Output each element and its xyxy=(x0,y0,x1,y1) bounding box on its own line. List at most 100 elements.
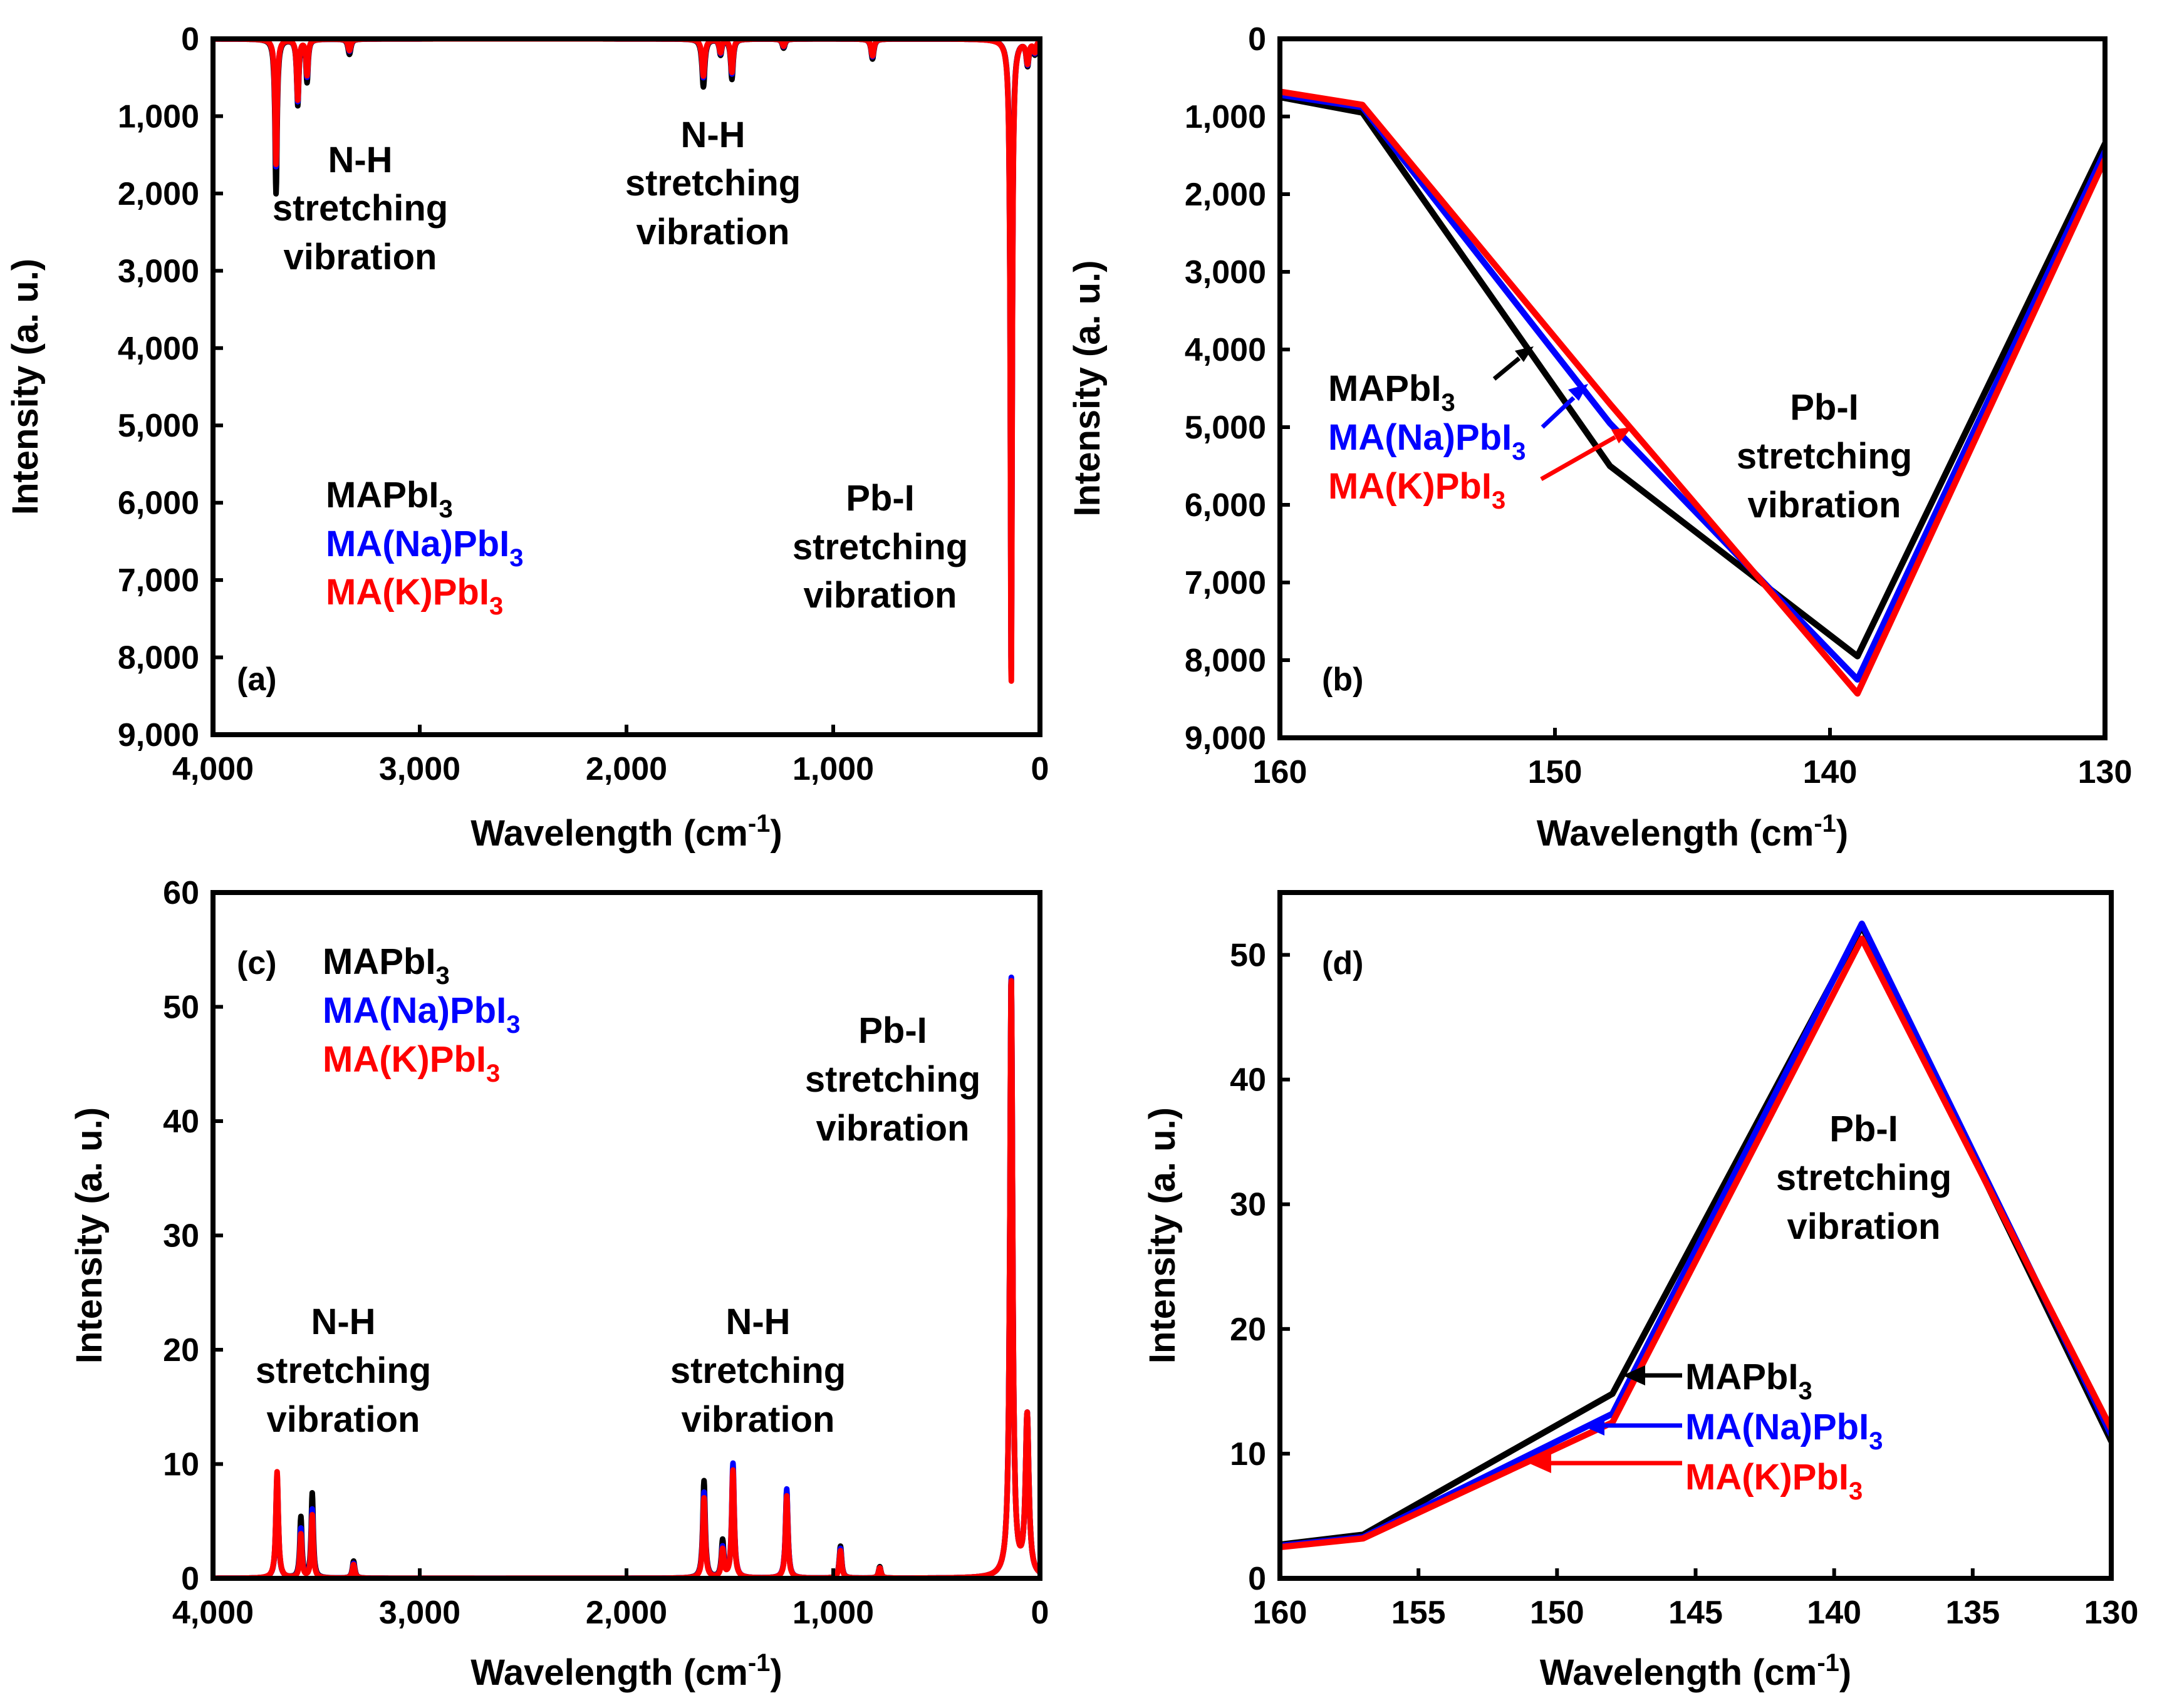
panel-d-xtick-label: 140 xyxy=(1807,1595,1861,1631)
panel-b-plot: 0 1,000 2,000 3,000 4,000 5,000 6,000 7,000 8,00… xyxy=(1067,21,2132,854)
panel-c-xtick-label: 2,000 xyxy=(586,1595,667,1631)
panel-c-plot: 0 10 20 30 40 50 60 4,000 3,000 2,000 1,000 0 Wavele… xyxy=(69,875,1049,1693)
panel-b-xtick-label: 140 xyxy=(1803,754,1858,790)
panel-d-arrowhead-ma-na-pbi3 xyxy=(1582,1416,1604,1436)
panel-a-annotation-2-line-3: vibration xyxy=(637,212,790,252)
panel-b-ytick-label: 1,000 xyxy=(1185,99,1266,135)
panel-c-ytick-label: 30 xyxy=(163,1218,199,1255)
panel-a-annotation-3-line-1: Pb-I xyxy=(846,478,915,519)
panel-b-ytick-label: 4,000 xyxy=(1185,332,1266,368)
panel-d-series-group xyxy=(1280,920,2111,1551)
panel-d-legend-ma-na-pbi3: MA(Na)PbI3 xyxy=(1685,1407,1883,1455)
panel-a-xtick-label: 4,000 xyxy=(172,751,254,787)
panel-c-ytick-label: 20 xyxy=(163,1332,199,1369)
panel-c-annotation-2-line-2: stretching xyxy=(670,1350,846,1391)
panel-c-annotation-2-line-1: N-H xyxy=(725,1302,790,1342)
panel-d-arrowhead-mapbi3 xyxy=(1623,1365,1645,1385)
panel-c-ylabel: Intensity (a. u.) xyxy=(69,1107,110,1364)
panel-b-legend-mapbi3: MAPbI3 xyxy=(1328,368,1455,417)
panel-d-arrows xyxy=(1529,1365,1682,1473)
panel-a-xtick-label: 1,000 xyxy=(793,751,874,787)
panel-a-xtick-label: 2,000 xyxy=(586,751,667,787)
panel-c-xtick-label: 4,000 xyxy=(172,1595,254,1631)
panel-b-arrows xyxy=(1492,346,1632,482)
panel-b-annotation-line-3: vibration xyxy=(1748,485,1901,525)
panel-a-ytick-label: 8,000 xyxy=(118,640,199,676)
panel-a-ytick-label: 1,000 xyxy=(118,98,199,135)
panel-a-xtick-label: 3,000 xyxy=(379,751,460,787)
panel-c-annotation-3-line-1: Pb-I xyxy=(858,1010,927,1051)
panel-d-ylabel: Intensity (a. u.) xyxy=(1142,1107,1183,1364)
panel-a-ylabel: Intensity (a. u.) xyxy=(5,259,46,515)
panel-c-annotation-2-line-3: vibration xyxy=(682,1399,835,1440)
panel-b-xtick-label: 130 xyxy=(2078,754,2133,790)
panel-b-series-group xyxy=(1280,88,2105,697)
panel-d-ytick-label: 30 xyxy=(1230,1187,1266,1223)
panel-b-arrow-ma-k-pbi3 xyxy=(1540,435,1616,482)
panel-b-ytick-label: 3,000 xyxy=(1185,254,1266,291)
panel-a-annotation-1-line-3: vibration xyxy=(284,237,437,277)
panel-c-xtick-label: 3,000 xyxy=(379,1595,460,1631)
panel-a-annotation-3-line-2: stretching xyxy=(793,527,968,567)
panel-a-legend-ma-na-pbi3: MA(Na)PbI3 xyxy=(326,524,523,572)
panel-a-ytick-label: 9,000 xyxy=(118,717,199,753)
panel-d-annotation-line-1: Pb-I xyxy=(1829,1109,1898,1149)
panel-d-xtick-label: 150 xyxy=(1530,1595,1584,1631)
panel-d-annotation-line-2: stretching xyxy=(1776,1157,1952,1198)
panel-d-series-ma-k-pbi3 xyxy=(1280,935,2111,1551)
panel-c-ytick-label: 40 xyxy=(163,1104,199,1140)
panel-b-legend-ma-k-pbi3: MA(K)PbI3 xyxy=(1328,466,1505,514)
panel-b-frame xyxy=(1277,36,2108,740)
panel-c-xtick-label: 1,000 xyxy=(793,1595,874,1631)
panel-c-ytick-label: 0 xyxy=(181,1561,199,1597)
panel-b-arrowhead-ma-k-pbi3 xyxy=(1611,427,1632,443)
panel-d-ytick-label: 10 xyxy=(1230,1436,1266,1473)
panel-c-label: (c) xyxy=(237,945,277,981)
panel-d-ytick-label: 0 xyxy=(1248,1561,1266,1597)
panel-b-annotation-line-1: Pb-I xyxy=(1790,387,1859,428)
panel-a-ytick-label: 3,000 xyxy=(118,253,199,289)
panel-a-ytick-label: 2,000 xyxy=(118,176,199,212)
panel-a: 0 1,000 2,000 3,000 4,000 5,000 6,000 7,000 8,00… xyxy=(5,21,1049,854)
panel-d-xtick-label: 160 xyxy=(1253,1595,1307,1631)
panel-b-ytick-label: 6,000 xyxy=(1185,487,1266,524)
panel-b-ytick-label: 8,000 xyxy=(1185,643,1266,679)
panel-b-annotation-line-2: stretching xyxy=(1737,436,1912,477)
panel-a-label: (a) xyxy=(237,661,277,698)
panel-d-legend-mapbi3: MAPbI3 xyxy=(1685,1357,1812,1405)
panel-c-xlabel: Wavelength (cm-1) xyxy=(470,1649,782,1693)
panel-b-arrow-mapbi3 xyxy=(1492,356,1521,381)
panel-c-ytick-label: 50 xyxy=(163,990,199,1026)
panel-a-ytick-label: 7,000 xyxy=(118,562,199,599)
panel-c-xtick-label: 0 xyxy=(1031,1595,1049,1631)
panel-d-legend-ma-k-pbi3: MA(K)PbI3 xyxy=(1685,1457,1863,1505)
panel-a-annotation-3-line-3: vibration xyxy=(804,575,957,616)
panel-d-ytick-label: 50 xyxy=(1230,938,1266,974)
panel-c: 0 10 20 30 40 50 60 4,000 3,000 2,000 1,000 0 Wavele… xyxy=(69,875,1049,1693)
panel-d-arrowhead-ma-k-pbi3 xyxy=(1529,1453,1551,1473)
panel-c-ytick-label: 60 xyxy=(163,875,199,911)
panel-a-plot: 0 1,000 2,000 3,000 4,000 5,000 6,000 7,000 8,00… xyxy=(5,21,1049,854)
panel-b-ytick-label: 2,000 xyxy=(1185,177,1266,213)
panel-c-annotation-3-line-2: stretching xyxy=(805,1059,980,1100)
panel-d-xlabel: Wavelength (cm-1) xyxy=(1540,1649,1852,1693)
panel-d-xtick-label: 135 xyxy=(1945,1595,2000,1631)
panel-b-ytick-label: 7,000 xyxy=(1185,565,1266,601)
panel-d: 0 10 20 30 40 50 160 155 150 145 140 135 130 Waveleng… xyxy=(1142,890,2139,1693)
panel-c-legend-ma-na-pbi3: MA(Na)PbI3 xyxy=(323,990,520,1038)
panel-c-annotation-1-line-3: vibration xyxy=(267,1399,420,1440)
panel-a-ytick-label: 4,000 xyxy=(118,331,199,367)
panel-c-legend-mapbi3: MAPbI3 xyxy=(323,941,450,990)
panel-b-ytick-label: 5,000 xyxy=(1185,410,1266,446)
panel-b-ytick-label: 0 xyxy=(1248,21,1266,58)
panel-b-ytick-label: 9,000 xyxy=(1185,720,1266,757)
panel-d-xtick-label: 155 xyxy=(1391,1595,1446,1631)
panel-d-label: (d) xyxy=(1322,945,1363,981)
panel-b-xtick-label: 160 xyxy=(1253,754,1307,790)
panel-c-ytick-label: 10 xyxy=(163,1447,199,1483)
panel-d-xtick-label: 130 xyxy=(2084,1595,2139,1631)
panel-c-annotation-3-line-3: vibration xyxy=(816,1108,970,1149)
panel-d-xtick-label: 145 xyxy=(1668,1595,1723,1631)
